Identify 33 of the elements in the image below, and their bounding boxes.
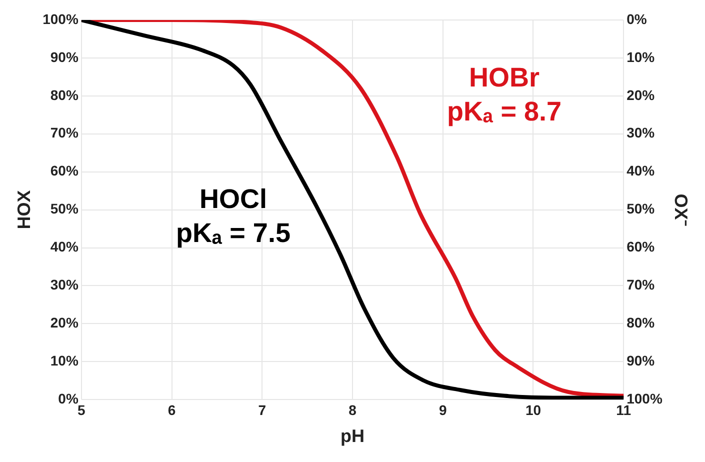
y-tick-label: 60% <box>50 162 79 179</box>
y2-tick-label: 30% <box>626 124 656 141</box>
y-tick-label: 70% <box>50 124 79 141</box>
y2-tick-label: 50% <box>626 200 656 217</box>
y-tick-label: 50% <box>50 200 79 217</box>
y-tick-label: 90% <box>50 48 79 65</box>
y-tick-label: 30% <box>50 276 79 293</box>
y-tick-label: 0% <box>58 390 79 406</box>
x-tick-label: 6 <box>168 402 176 418</box>
x-tick-label: 5 <box>78 402 86 418</box>
y2-tick-label: 90% <box>626 352 656 368</box>
y2-tick-label: 40% <box>626 162 656 179</box>
y2-tick-label: 20% <box>626 86 656 103</box>
y-tick-label: 20% <box>50 314 79 331</box>
y-tick-label: 10% <box>50 352 79 368</box>
y2-tick-label: 100% <box>626 390 663 406</box>
y-axis-title: HOX <box>14 190 34 230</box>
y-tick-label: 80% <box>50 86 79 103</box>
y2-axis-title: OX⁻ <box>671 194 692 226</box>
x-tick-label: 8 <box>348 402 357 418</box>
y2-tick-label: 70% <box>626 276 656 293</box>
y2-tick-label: 10% <box>626 48 656 65</box>
y2-tick-label: 60% <box>626 238 656 255</box>
y2-tick-label: 0% <box>626 10 648 27</box>
x-tick-label: 7 <box>258 402 266 418</box>
y-tick-label: 100% <box>42 10 79 27</box>
x-tick-label: 10 <box>525 402 542 418</box>
y-tick-label: 40% <box>50 238 79 255</box>
annotation: HOBr pKₐ = 8.7 <box>447 62 562 126</box>
y2-tick-label: 80% <box>626 314 656 331</box>
x-axis-title: pH <box>340 426 364 446</box>
x-tick-label: 9 <box>438 402 447 418</box>
annotation: HOCl pKₐ = 7.5 <box>176 184 290 248</box>
